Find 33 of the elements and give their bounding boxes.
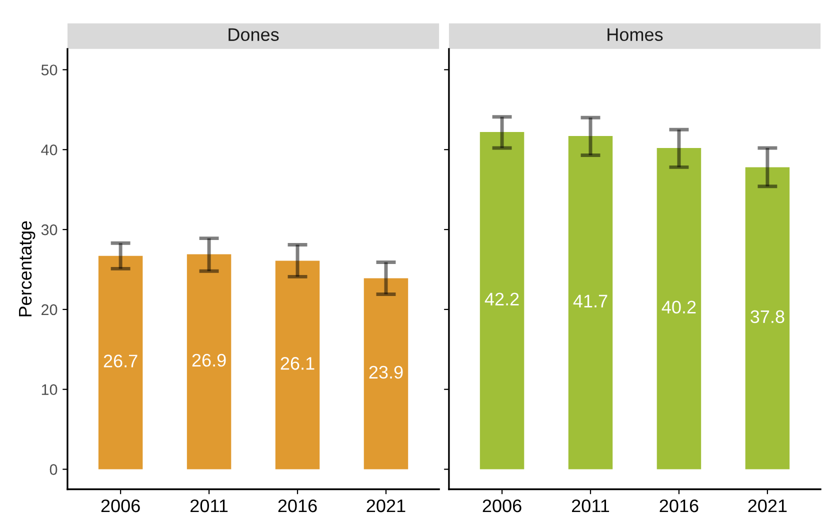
bar bbox=[98, 256, 143, 470]
chart-title: Dones bbox=[228, 28, 279, 41]
bar bbox=[656, 148, 702, 470]
x-tick-label: 2021 bbox=[366, 499, 406, 512]
bar bbox=[745, 167, 790, 470]
y-tick-label: 20 bbox=[42, 304, 58, 316]
data-label: 23.9 bbox=[369, 366, 403, 379]
y-tick-label: 10 bbox=[42, 384, 58, 396]
data-label: 42.2 bbox=[484, 292, 519, 306]
bar bbox=[186, 254, 232, 470]
y-tick-label: 30 bbox=[41, 224, 58, 236]
x-tick-label: 2006 bbox=[101, 499, 140, 512]
x-tick-label: 2021 bbox=[748, 499, 787, 512]
data-label: 40.2 bbox=[662, 300, 696, 314]
x-tick-label: 2016 bbox=[660, 499, 698, 512]
data-label: 41.7 bbox=[573, 294, 608, 308]
data-label: 26.7 bbox=[104, 354, 138, 368]
y-tick-label: 50 bbox=[41, 64, 58, 76]
bar bbox=[364, 278, 408, 470]
bar bbox=[275, 260, 320, 470]
data-label: 26.1 bbox=[280, 357, 314, 370]
data-label: 26.9 bbox=[192, 354, 226, 367]
x-tick-label: 2011 bbox=[190, 499, 228, 512]
data-label: 37.8 bbox=[750, 310, 784, 324]
chart-title: Homes bbox=[608, 28, 663, 41]
x-tick-label: 2006 bbox=[482, 499, 522, 512]
bar bbox=[480, 132, 524, 470]
x-tick-label: 2011 bbox=[572, 499, 610, 512]
bar bbox=[568, 136, 613, 470]
y-tick-label: 40 bbox=[41, 144, 58, 156]
y-tick-label: 0 bbox=[50, 464, 58, 475]
y-axis-title: Percentatge bbox=[19, 221, 36, 316]
x-tick-label: 2016 bbox=[278, 499, 317, 512]
